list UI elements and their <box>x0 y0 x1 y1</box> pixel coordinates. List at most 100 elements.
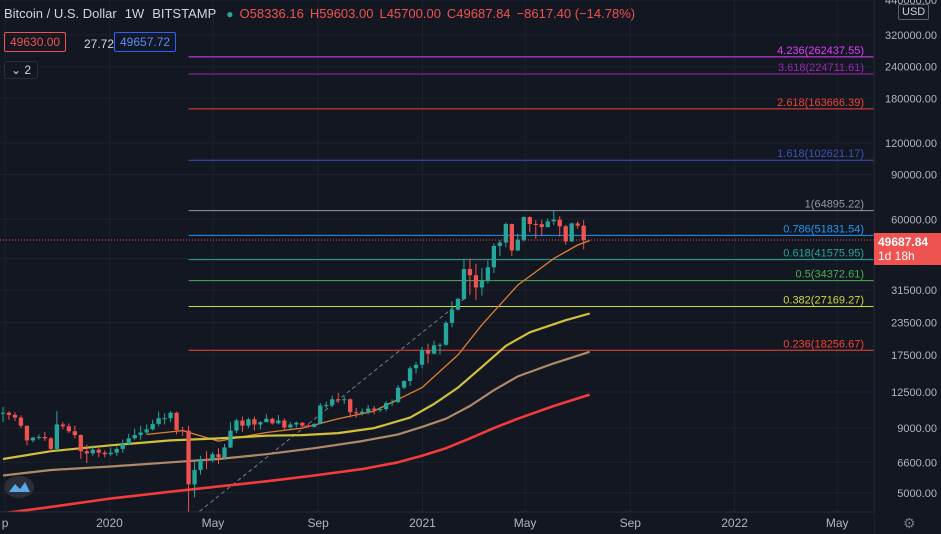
indicators-count: 2 <box>24 63 32 77</box>
candle-body <box>527 217 532 224</box>
candle-body <box>222 447 227 458</box>
candle-body <box>497 242 503 246</box>
candle-body <box>467 268 473 276</box>
candle-body <box>377 409 383 411</box>
candle-body <box>395 387 401 403</box>
candle-body <box>312 423 317 427</box>
price-tick-label: 9000.00 <box>897 423 937 435</box>
candle-body <box>533 223 538 225</box>
tradingview-logo[interactable] <box>4 476 34 498</box>
candle-body <box>12 414 18 418</box>
moving-average-line <box>2 393 591 515</box>
candle-body <box>216 454 221 458</box>
fib-level-label: 1.618(102621.17) <box>777 148 864 160</box>
candle-body <box>569 223 574 242</box>
fib-level-label: 0.382(27169.27) <box>783 295 864 307</box>
candle-body <box>264 418 269 423</box>
candle-body <box>150 423 155 430</box>
spread-value: 27.72 <box>84 37 115 51</box>
symbol-name[interactable]: Bitcoin / U.S. Dollar <box>4 6 117 21</box>
candle-body <box>443 322 449 345</box>
candle-body <box>240 420 245 426</box>
low-value: L45700.00 <box>379 6 441 21</box>
candle-body <box>575 223 580 226</box>
candle-body <box>258 422 263 425</box>
high-value: H59603.00 <box>309 6 374 21</box>
candle-body <box>282 420 287 428</box>
candle-body <box>401 381 407 388</box>
candle-body <box>479 280 485 288</box>
fib-level-label: 0.786(51831.54) <box>783 223 864 235</box>
indicators-toggle[interactable]: ⌄ 2 <box>4 61 39 79</box>
trendline-segment <box>188 298 465 521</box>
candle-body <box>354 412 359 414</box>
candle-body <box>276 420 281 424</box>
time-tick-label: 2020 <box>96 516 123 530</box>
candle-body <box>461 268 467 299</box>
fib-level-label: 2.618(163666.39) <box>777 97 864 109</box>
candle-body <box>204 458 209 460</box>
currency-label[interactable]: USD <box>898 4 930 20</box>
exchange: BITSTAMP <box>152 6 217 21</box>
time-tick-label: 2022 <box>721 516 748 530</box>
candle-body <box>515 239 520 251</box>
logo-icon <box>9 482 30 492</box>
chart-grid <box>0 0 874 512</box>
price-tick-label: 90000.00 <box>891 170 937 182</box>
price-tick-label: 240000.00 <box>885 62 937 74</box>
candle-body <box>120 443 125 449</box>
candle-body <box>0 412 6 414</box>
price-tick-label: 17500.00 <box>891 350 937 362</box>
time-tick-label: Sep <box>620 516 642 530</box>
candle-body <box>138 432 143 436</box>
sell-button[interactable]: 49630.00 <box>4 32 67 52</box>
candle-body <box>455 298 461 310</box>
price-axis-labels: 5000.00 6600.00 9000.00 12500.00 17500.00 235… <box>885 0 937 500</box>
fibonacci-levels: 4.236(262437.55) 3.618(224711.61) 2.618(16… <box>188 45 874 351</box>
candle-body <box>521 217 526 240</box>
symbol-legend: Bitcoin / U.S. Dollar 1W BITSTAMP ● O583… <box>4 6 641 21</box>
candle-body <box>366 408 371 412</box>
time-tick-label: Sep <box>307 516 329 530</box>
candle-body <box>288 424 293 428</box>
bar-countdown: 1d 18h <box>878 249 915 263</box>
candle-body <box>42 437 48 439</box>
candle-body <box>503 223 508 243</box>
candle-body <box>108 452 113 455</box>
gear-icon[interactable]: ⚙ <box>903 515 916 531</box>
candle-body <box>192 470 197 485</box>
fib-level-label: 0.5(34372.61) <box>796 269 865 281</box>
candle-body <box>545 221 550 228</box>
time-tick-label: May <box>514 516 537 530</box>
candle-body <box>90 449 95 454</box>
buy-button[interactable]: 49657.72 <box>114 32 177 52</box>
candle-body <box>6 412 12 415</box>
price-tick-label: 31500.00 <box>891 285 937 297</box>
candle-body <box>198 458 203 471</box>
price-tick-label: 120000.00 <box>885 138 937 150</box>
candle-body <box>371 408 377 411</box>
candle-body <box>336 399 341 401</box>
candle-body <box>449 309 455 323</box>
candle-body <box>162 418 167 420</box>
candle-body <box>114 448 119 453</box>
time-axis-labels: p 2020 May Sep 2021 May Sep 2022 May <box>2 516 849 530</box>
price-tick-label: 320000.00 <box>885 30 937 42</box>
moving-averages <box>2 239 591 515</box>
candle-body <box>431 345 437 354</box>
candle-body <box>437 344 443 346</box>
candle-body <box>581 225 586 241</box>
candle-body <box>300 422 305 426</box>
fib-level-label: 0.618(41575.95) <box>783 248 864 260</box>
candle-body <box>156 418 161 424</box>
interval[interactable]: 1W <box>124 6 145 21</box>
price-tick-label: 5000.00 <box>897 488 937 500</box>
candle-body <box>407 368 413 382</box>
candle-body <box>413 364 419 369</box>
candle-body <box>84 451 89 454</box>
candle-body <box>36 437 42 439</box>
price-axis-bg <box>874 0 941 534</box>
candle-body <box>509 223 514 251</box>
candle-body <box>174 412 179 430</box>
